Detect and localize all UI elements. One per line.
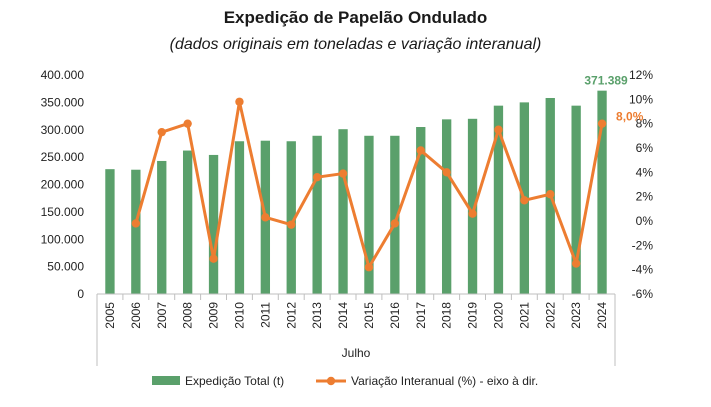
x-tick-label: 2016 xyxy=(388,302,402,329)
line-point xyxy=(131,219,141,228)
right-tick-label: 0% xyxy=(636,214,654,228)
bar xyxy=(467,118,478,294)
legend-bar-label: Expedição Total (t) xyxy=(185,374,284,388)
line-point xyxy=(571,259,581,268)
left-tick-label: 350.000 xyxy=(41,95,85,109)
line-point xyxy=(312,173,322,182)
x-tick-label: 2013 xyxy=(310,302,324,329)
bar xyxy=(597,90,607,294)
left-tick-label: 150.000 xyxy=(41,205,85,219)
line-point xyxy=(338,169,348,178)
right-tick-label: 10% xyxy=(629,92,653,106)
chart-title: Expedição de Papelão Ondulado xyxy=(223,8,488,27)
x-tick-label: 2017 xyxy=(414,302,428,329)
legend: Expedição Total (t) Variação Interanual (… xyxy=(152,374,538,388)
x-tick-label: 2010 xyxy=(232,302,246,329)
right-tick-label: -6% xyxy=(632,287,654,301)
left-axis: 0 50.000 100.000 150.000 200.000 250.000 300.0… xyxy=(41,68,85,301)
right-tick-label: 8% xyxy=(636,117,654,131)
left-tick-label: 200.000 xyxy=(41,178,85,192)
line-series xyxy=(131,97,607,272)
bar xyxy=(208,154,219,294)
chart-subtitle: (dados originais em toneladas e variação… xyxy=(169,36,542,53)
line-point xyxy=(364,263,374,272)
category-axis-title: Julho xyxy=(342,346,371,360)
bar-data-label: 371.389 xyxy=(584,74,628,88)
left-tick-label: 250.000 xyxy=(41,150,85,164)
bar xyxy=(105,169,115,294)
bar xyxy=(364,135,374,294)
left-tick-label: 300.000 xyxy=(41,123,85,137)
right-tick-label: 6% xyxy=(636,141,654,155)
right-tick-label: -2% xyxy=(632,238,654,252)
right-tick-label: 4% xyxy=(636,165,654,179)
bar xyxy=(131,169,141,294)
category-axis: 2005 2006 2007 2008 2009 2010 2011 2012 2013 2014… xyxy=(96,293,616,366)
line-point xyxy=(520,196,529,205)
line-point xyxy=(157,127,166,137)
x-tick-label: 2023 xyxy=(569,302,583,329)
line-point xyxy=(468,209,477,218)
x-tick-label: 2022 xyxy=(543,302,557,329)
left-tick-label: 400.000 xyxy=(41,68,85,82)
line-point xyxy=(597,119,607,128)
x-tick-label: 2009 xyxy=(207,302,221,329)
line-point xyxy=(442,168,451,177)
right-tick-label: -4% xyxy=(632,263,654,277)
bar xyxy=(338,129,348,294)
left-tick-label: 100.000 xyxy=(41,232,85,246)
x-tick-label: 2015 xyxy=(362,302,376,329)
legend-line-marker xyxy=(326,376,336,386)
line-point xyxy=(261,213,270,222)
left-tick-label: 0 xyxy=(77,287,84,301)
x-tick-label: 2021 xyxy=(517,302,531,329)
bar xyxy=(416,127,426,294)
legend-line-label: Variação Interanual (%) - eixo à dir. xyxy=(351,374,538,388)
bar xyxy=(286,141,296,294)
line-data-label: 8,0% xyxy=(616,110,644,124)
x-tick-label: 2024 xyxy=(595,302,609,329)
x-tick-label: 2007 xyxy=(155,302,169,329)
bar-series xyxy=(105,90,607,295)
line-point xyxy=(287,220,296,229)
x-tick-label: 2005 xyxy=(103,302,117,329)
line-point xyxy=(235,97,244,106)
bar xyxy=(157,160,167,294)
line-point xyxy=(546,190,555,199)
bar xyxy=(493,105,504,294)
x-tick-label: 2018 xyxy=(440,302,454,329)
x-tick-label: 2020 xyxy=(491,302,505,329)
bar xyxy=(312,135,322,294)
data-labels: 371.389 8,0% xyxy=(584,74,643,124)
right-tick-label: 2% xyxy=(636,190,654,204)
bar xyxy=(234,141,245,294)
legend-bar-swatch xyxy=(152,376,180,385)
line-point xyxy=(416,146,425,155)
x-tick-label: 2012 xyxy=(284,302,298,329)
x-tick-label: 2019 xyxy=(466,302,480,329)
line-point xyxy=(494,125,503,134)
line-point xyxy=(183,119,192,128)
right-axis: -6% -4% -2% 0% 2% 4% 6% 8% 10% 12% xyxy=(629,68,653,301)
x-tick-label: 2011 xyxy=(258,302,272,328)
bar xyxy=(390,135,400,294)
bar xyxy=(571,105,581,294)
right-tick-label: 12% xyxy=(629,68,653,82)
x-tick-label: 2008 xyxy=(181,302,195,329)
x-tick-label: 2006 xyxy=(129,302,143,329)
bar xyxy=(441,119,452,294)
left-tick-label: 50.000 xyxy=(47,260,84,274)
line-point xyxy=(390,219,400,228)
x-tick-label: 2014 xyxy=(336,302,350,329)
bar xyxy=(182,150,193,294)
line-point xyxy=(209,254,218,263)
